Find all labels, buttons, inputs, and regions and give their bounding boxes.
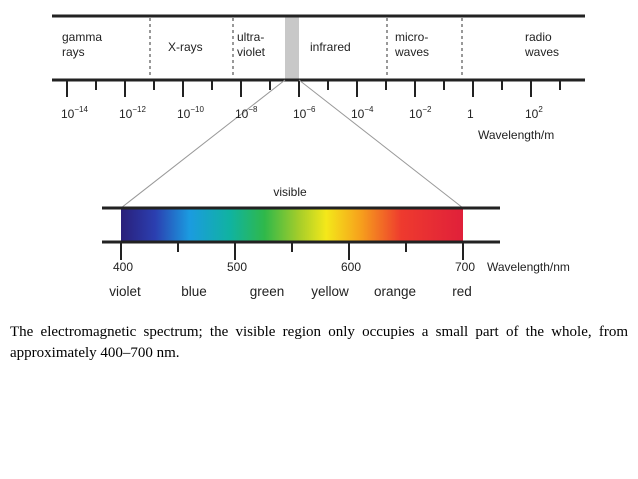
tick-label: 1 [467,107,474,121]
tick-exponent: −14 [74,105,88,114]
region-label: ultra- [237,30,264,44]
tick-label: 10−14 [61,105,88,121]
color-label: blue [181,284,207,299]
visible-label: visible [273,185,307,199]
tick-label: 10−4 [351,105,374,121]
region-label: rays [62,45,85,59]
tick-base: 10 [409,107,423,121]
tick-label: 10−10 [177,105,204,121]
color-label: violet [109,284,141,299]
visible-band [121,208,463,242]
tick-base: 10 [293,107,307,121]
tick-label: 400 [113,260,133,274]
color-label: green [250,284,285,299]
axis-label: Wavelength/m [478,128,554,142]
region-label: infrared [310,40,351,54]
tick-exponent: −12 [132,105,146,114]
tick-marks [66,80,561,97]
color-label: orange [374,284,416,299]
tick-label: 10−12 [119,105,146,121]
region-label: gamma [62,30,102,44]
tick-label: 10−8 [235,105,258,121]
tick-exponent: −10 [190,105,204,114]
visible-highlight [285,16,299,80]
tick-exponent: −2 [422,105,432,114]
caption: The electromagnetic spectrum; the visibl… [10,324,628,361]
tick-base: 10 [525,107,539,121]
color-label: yellow [311,284,349,299]
zoom-line [120,79,286,209]
tick-marks [120,242,464,260]
tick-label: 600 [341,260,361,274]
region-label: violet [237,45,266,59]
region-label: radio [525,30,552,44]
region-label: X-rays [168,40,203,54]
tick-label: 10−2 [409,105,432,121]
tick-label: 700 [455,260,475,274]
tick-label: 10−6 [293,105,316,121]
tick-base: 10 [119,107,133,121]
tick-exponent: −4 [364,105,374,114]
zoom-line [298,79,464,209]
tick-exponent: −8 [248,105,258,114]
spectrum-diagram: visible Wavelength/m Wavelength/nm gamma… [52,14,585,299]
color-label: red [452,284,472,299]
tick-base: 1 [467,107,474,121]
tick-exponent: 2 [538,105,543,114]
region-label: waves [524,45,559,59]
tick-base: 10 [235,107,249,121]
tick-exponent: −6 [306,105,316,114]
axis-label: Wavelength/nm [487,260,570,274]
tick-base: 10 [351,107,365,121]
tick-label: 102 [525,105,543,121]
region-label: micro- [395,30,428,44]
tick-base: 10 [177,107,191,121]
tick-base: 10 [61,107,75,121]
separators [149,18,463,78]
region-label: waves [394,45,429,59]
tick-label: 500 [227,260,247,274]
